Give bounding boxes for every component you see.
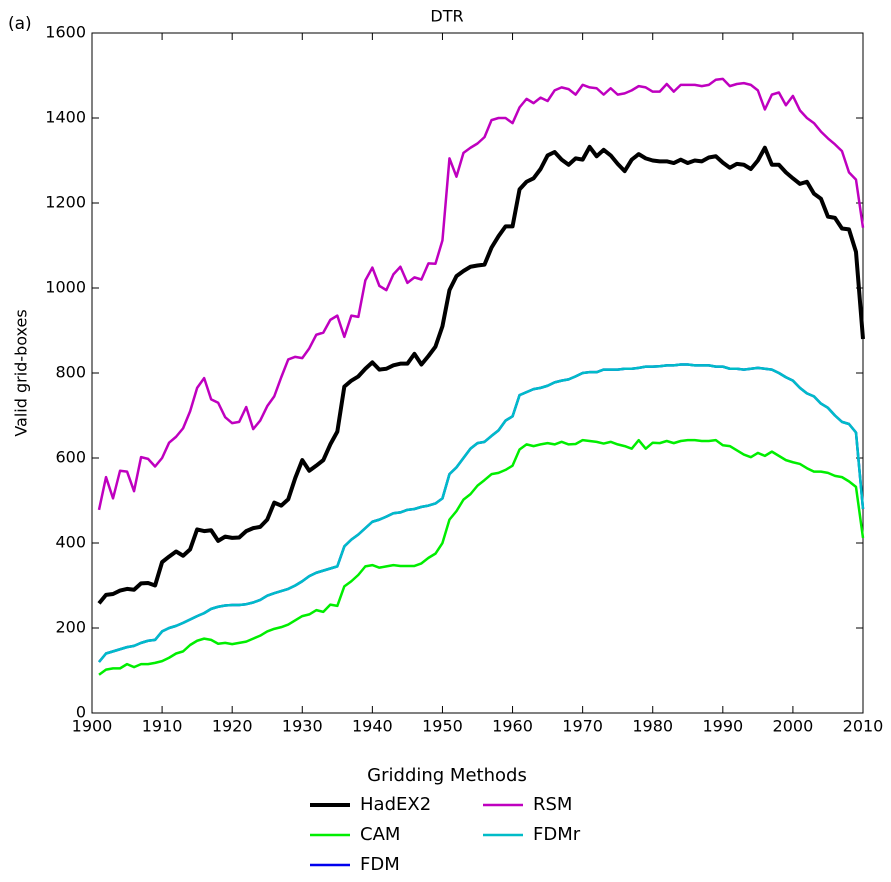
y-tick-label: 1400 <box>45 108 86 127</box>
y-tick-label: 200 <box>55 618 86 637</box>
x-tick-label: 1920 <box>212 717 253 736</box>
x-tick-label: 1970 <box>562 717 603 736</box>
legend-label: CAM <box>360 824 400 845</box>
x-tick-label: 1950 <box>422 717 463 736</box>
x-tick-label: 1930 <box>282 717 323 736</box>
legend-title: Gridding Methods <box>367 765 527 786</box>
y-tick-label: 1000 <box>45 278 86 297</box>
y-tick-label: 800 <box>55 363 86 382</box>
y-axis-label: Valid grid-boxes <box>12 309 31 436</box>
x-tick-label: 2000 <box>773 717 814 736</box>
y-tick-label: 1600 <box>45 23 86 42</box>
y-tick-label: 1200 <box>45 193 86 212</box>
legend-label: FDMr <box>533 824 581 845</box>
legend-label: FDM <box>360 854 400 875</box>
chart-title: DTR <box>430 7 463 26</box>
series-line <box>97 77 865 511</box>
series-line <box>98 438 865 676</box>
x-tick-label: 2010 <box>843 717 884 736</box>
y-tick-label: 0 <box>76 703 86 722</box>
panel-label: (a) <box>8 14 32 34</box>
x-tick-label: 1910 <box>142 717 183 736</box>
x-tick-label: 1900 <box>72 717 113 736</box>
legend-label: RSM <box>533 794 572 815</box>
series-line <box>98 363 865 663</box>
y-tick-label: 400 <box>55 533 86 552</box>
x-tick-label: 1960 <box>492 717 533 736</box>
x-tick-label: 1940 <box>352 717 393 736</box>
x-tick-label: 1990 <box>702 717 743 736</box>
y-tick-label: 600 <box>55 448 86 467</box>
legend-label: HadEX2 <box>360 794 431 815</box>
x-tick-label: 1980 <box>632 717 673 736</box>
series-line <box>97 144 865 605</box>
series-line <box>98 363 865 663</box>
